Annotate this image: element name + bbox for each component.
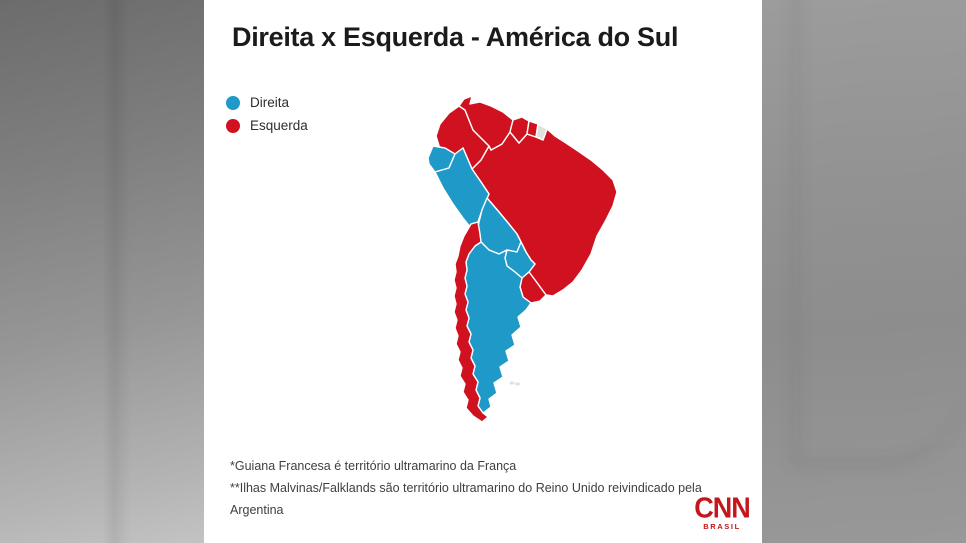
map-country-french-guiana (535, 123, 548, 141)
map-islands-falklands (509, 381, 521, 386)
direita-color-dot (226, 95, 240, 110)
cnn-logo-subtext: BRASIL (703, 522, 741, 531)
blur-streak (0, 0, 204, 543)
cnn-logo-text: CNN (694, 492, 750, 524)
south-america-map (425, 94, 665, 429)
page-title: Direita x Esquerda - América do Sul (232, 22, 679, 52)
cnn-brasil-logo: CNN BRASIL (691, 492, 753, 531)
blurred-pillarbox-left (0, 0, 204, 543)
footnote-falklands: **Ilhas Malvinas/Falklands são territóri… (230, 481, 702, 517)
map-country-chile (453, 221, 489, 423)
blur-curve (792, 0, 966, 467)
legend: Direita Esquerda (226, 91, 308, 137)
blurred-pillarbox-right (762, 0, 966, 543)
footnotes: *Guiana Francesa é território ultramarin… (230, 455, 750, 521)
infographic-card: Direita x Esquerda - América do Sul Dire… (204, 0, 762, 543)
legend-label: Direita (250, 95, 290, 110)
legend-label: Esquerda (250, 118, 308, 133)
legend-item-esquerda: Esquerda (226, 114, 308, 137)
footnote-french-guiana: *Guiana Francesa é território ultramarin… (230, 459, 517, 473)
map-svg (427, 95, 618, 423)
esquerda-color-dot (226, 118, 240, 133)
legend-item-direita: Direita (226, 91, 308, 114)
